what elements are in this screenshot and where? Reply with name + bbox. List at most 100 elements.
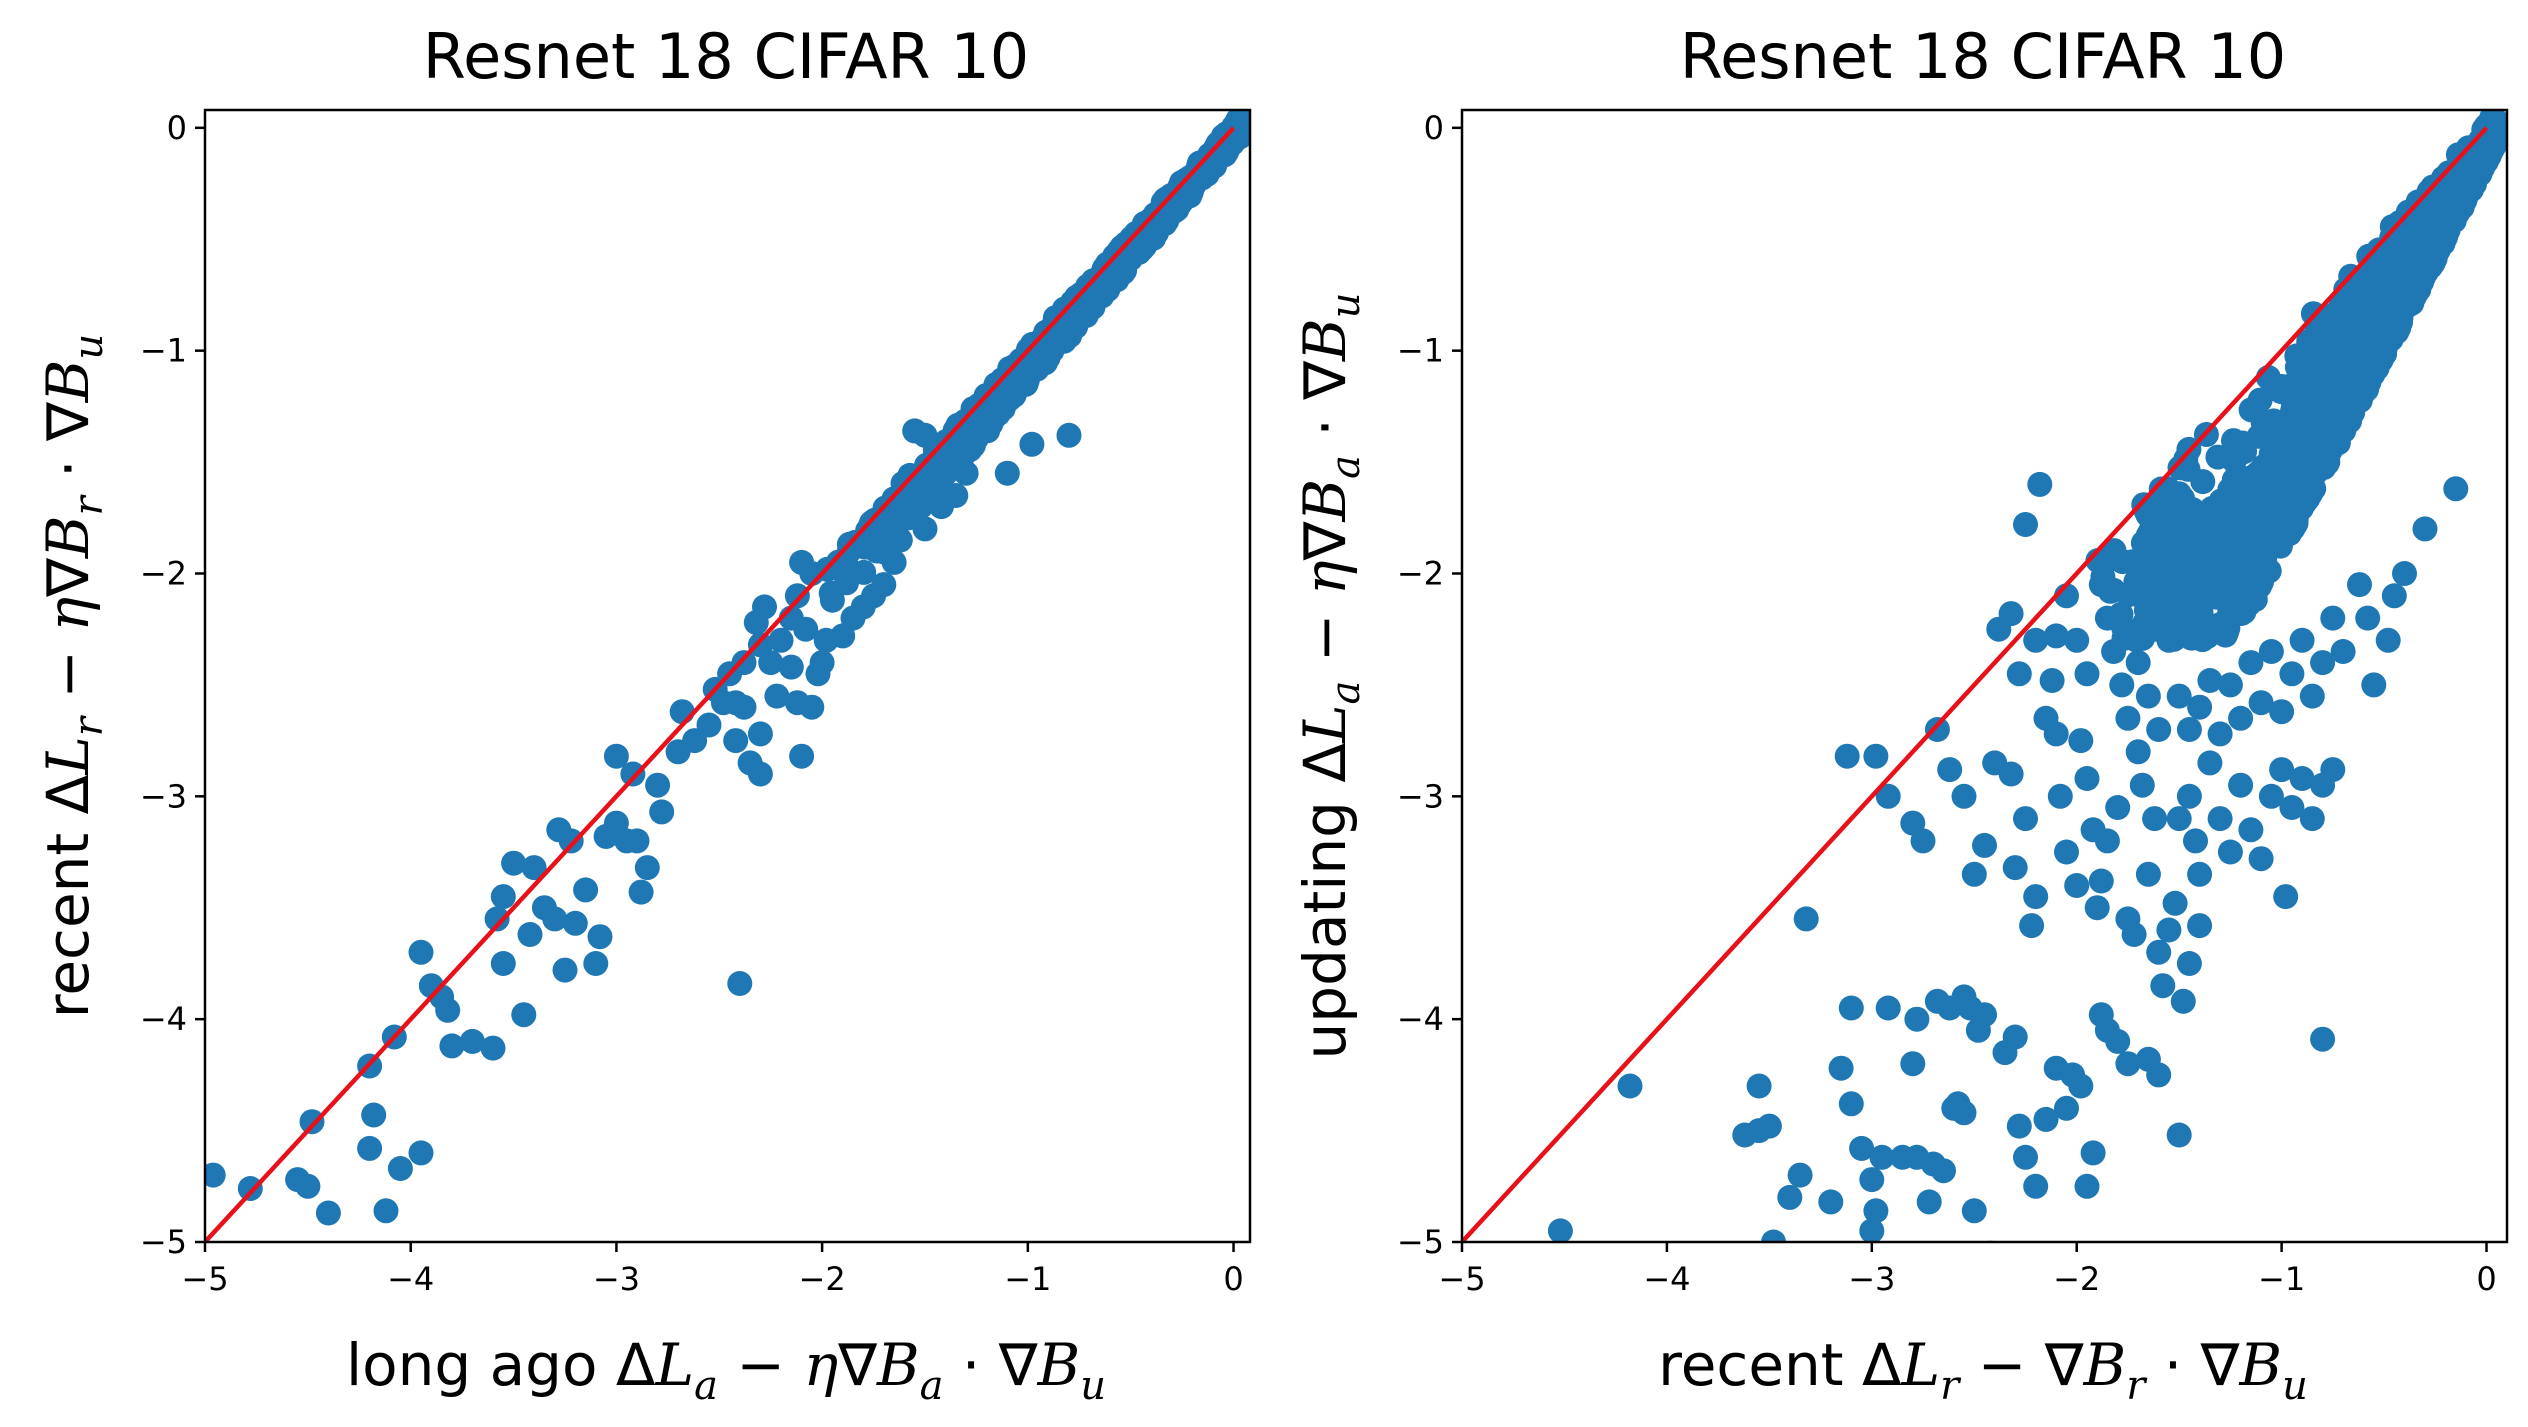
scatter-point	[1961, 1198, 1987, 1224]
scatter-point	[1984, 1240, 1997, 1242]
scatter-point	[2228, 772, 2254, 798]
left-y-label-nabla2: ∇	[34, 402, 102, 442]
scatter-point	[2064, 627, 2090, 653]
scatter-point	[727, 971, 753, 996]
left-panel: Resnet 18 CIFAR 10 −5 −4 −3 −2 −1 0 −5 −4 −3 −2 −1…	[34, 20, 1252, 1409]
scatter-point	[2347, 572, 2372, 598]
right-x-label-B2sub: u	[2282, 1363, 2308, 1409]
left-y-label-delta: Δ	[34, 774, 102, 814]
scatter-point	[2173, 446, 2199, 472]
scatter-point	[1056, 422, 1082, 448]
scatter-point	[490, 951, 516, 976]
scatter-point	[501, 850, 527, 876]
x-tick-label: 0	[2476, 1260, 2496, 1298]
scatter-point	[1838, 995, 1864, 1021]
left-x-label-B1: B	[876, 1331, 920, 1399]
scatter-point	[387, 1156, 413, 1181]
scatter-point	[1178, 179, 1204, 205]
left-x-label-B2sub: u	[1080, 1363, 1106, 1409]
scatter-point	[2080, 1140, 2106, 1166]
left-y-label-L: L	[34, 736, 102, 776]
scatter-point	[490, 884, 516, 910]
scatter-point	[2166, 683, 2192, 709]
scatter-point	[752, 594, 777, 620]
scatter-point	[1097, 268, 1123, 294]
scatter-point	[2391, 227, 2417, 253]
scatter-point	[1951, 783, 1977, 809]
scatter-point	[1777, 1184, 1803, 1210]
scatter-point	[2317, 405, 2343, 431]
right-y-label-op: −	[1291, 595, 1359, 680]
scatter-point	[2271, 413, 2297, 439]
scatter-point	[2197, 573, 2223, 599]
scatter-point	[2006, 661, 2032, 687]
scatter-point	[2142, 556, 2168, 582]
right-y-label-B2: B	[1291, 318, 1359, 362]
scatter-point	[2168, 528, 2194, 554]
right-x-axis-label: recent ΔLr − ∇Br · ∇Bu	[1658, 1331, 2308, 1409]
scatter-point	[2187, 861, 2213, 887]
x-tick-label: −4	[387, 1260, 434, 1298]
scatter-point	[620, 761, 646, 787]
scatter-point	[784, 583, 810, 609]
y-tick-label: 0	[167, 109, 187, 147]
right-y-label-nabla2: ∇	[1291, 361, 1359, 401]
scatter-point	[1869, 1144, 1895, 1170]
scatter-point	[2142, 806, 2168, 832]
scatter-point	[2345, 377, 2371, 402]
scatter-point	[2327, 322, 2353, 347]
scatter-point	[2238, 817, 2264, 843]
scatter-point	[1998, 761, 2024, 787]
scatter-point	[2205, 543, 2231, 569]
left-x-label-nabla2: ∇	[998, 1331, 1038, 1399]
scatter-point	[2074, 661, 2100, 687]
scatter-point	[2197, 750, 2223, 776]
scatter-point	[511, 1002, 537, 1028]
y-tick-label: −4	[1397, 1000, 1444, 1038]
scatter-point	[408, 1140, 434, 1166]
scatter-point	[696, 712, 722, 738]
left-y-label-B1sub: r	[66, 493, 112, 515]
scatter-point	[956, 420, 982, 446]
right-x-label-B1: B	[2083, 1331, 2127, 1399]
scatter-point	[603, 743, 629, 769]
scatter-point	[2283, 507, 2309, 532]
scatter-point	[747, 721, 773, 747]
scatter-point	[2375, 627, 2401, 653]
left-y-label-prefix: recent	[34, 814, 102, 1018]
scatter-point	[2043, 721, 2069, 747]
scatter-point	[805, 661, 831, 687]
scatter-point	[914, 452, 939, 478]
scatter-point	[1019, 431, 1045, 457]
x-tick-label: −1	[2258, 1260, 2305, 1298]
scatter-point	[871, 572, 897, 598]
scatter-point	[2372, 307, 2398, 332]
scatter-point	[2358, 275, 2384, 301]
scatter-point	[1746, 1073, 1772, 1099]
scatter-point	[459, 1028, 485, 1054]
scatter-point	[2187, 694, 2213, 720]
x-tick-label: −4	[1643, 1260, 1690, 1298]
scatter-point	[2154, 497, 2179, 523]
scatter-point	[1875, 783, 1901, 809]
x-tick-label: −3	[593, 1260, 640, 1298]
scatter-point	[2115, 705, 2141, 731]
scatter-point	[2068, 1073, 2094, 1099]
scatter-point	[1859, 1218, 1885, 1242]
right-x-label-nabla1: ∇	[2044, 1331, 2084, 1399]
scatter-point	[2258, 639, 2284, 664]
scatter-point	[205, 1162, 226, 1188]
scatter-point	[2176, 783, 2202, 809]
right-x-label-L: L	[1901, 1331, 1941, 1399]
scatter-point	[361, 1102, 387, 1128]
scatter-point	[2088, 868, 2114, 894]
scatter-point	[2129, 772, 2155, 798]
y-tick-label: −3	[140, 777, 187, 815]
scatter-point	[357, 1135, 383, 1161]
scatter-point	[2217, 839, 2243, 865]
scatter-point	[2123, 569, 2149, 595]
scatter-point	[542, 906, 568, 932]
y-tick-label: −2	[1397, 554, 1444, 592]
scatter-point	[2315, 449, 2341, 475]
